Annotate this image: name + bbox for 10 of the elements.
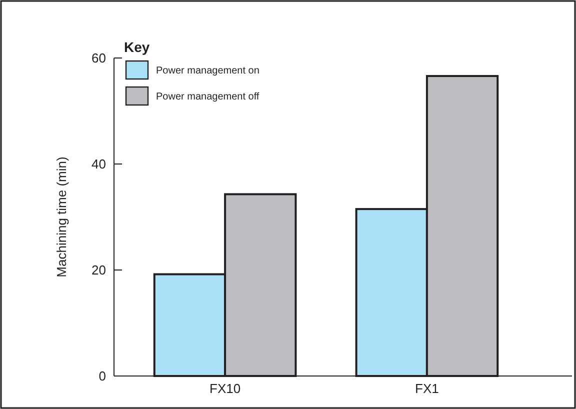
legend-label: Power management on <box>156 66 260 76</box>
x-tick-label: FX10 <box>210 381 241 396</box>
y-tick-label: 20 <box>92 262 106 278</box>
legend-label: Power management off <box>156 92 260 102</box>
legend-title: Key <box>124 39 150 55</box>
y-tick-label: 0 <box>98 368 106 384</box>
y-axis-title: Machining time (min) <box>54 156 69 278</box>
y-tick-label: 60 <box>92 50 106 66</box>
x-tick-label: FX1 <box>415 381 439 396</box>
y-tick-label: 40 <box>92 156 106 172</box>
